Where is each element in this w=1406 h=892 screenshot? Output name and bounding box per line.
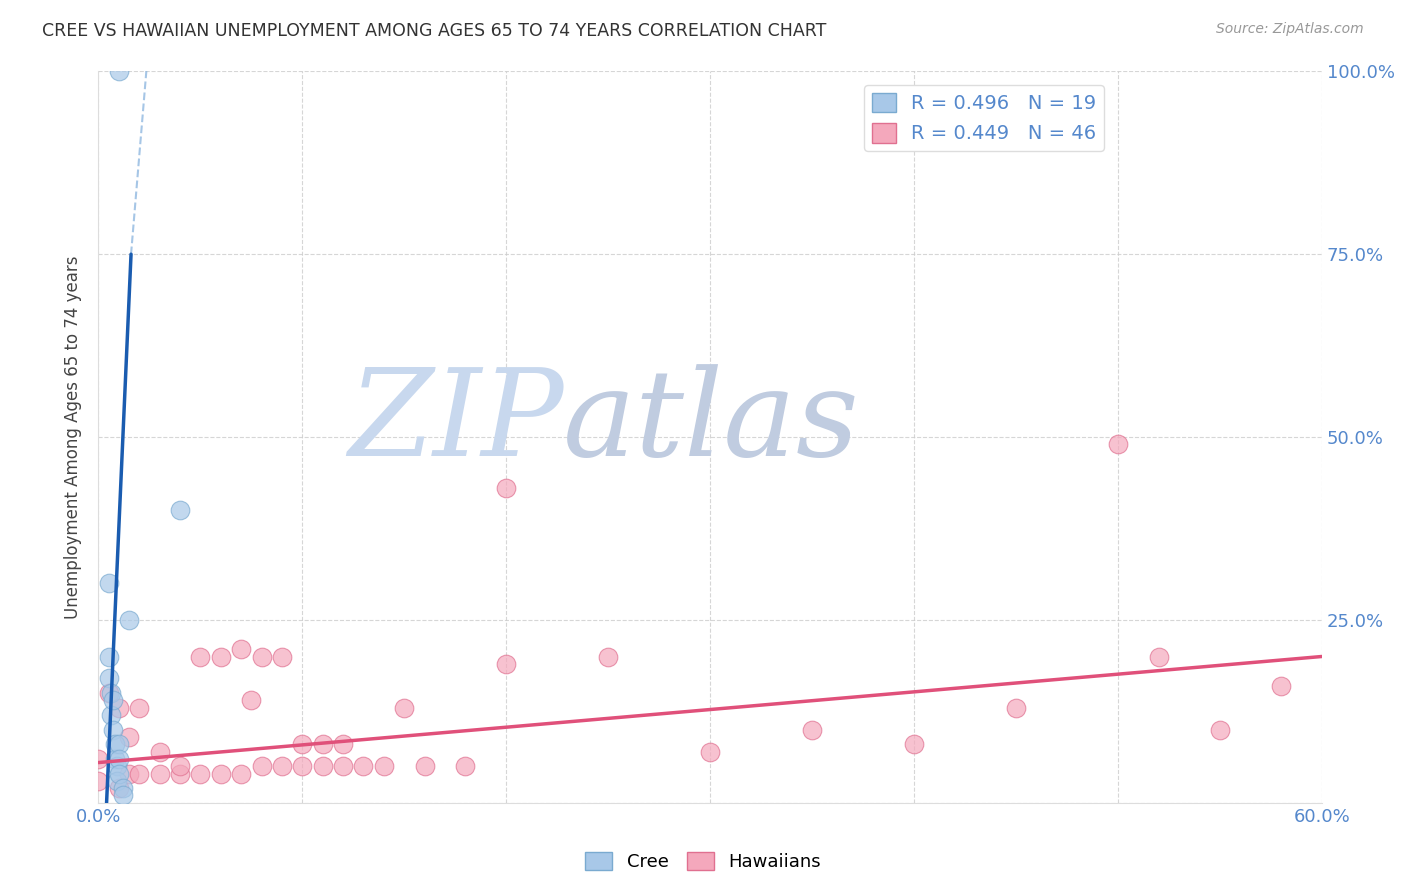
Point <box>209 649 232 664</box>
Point <box>108 737 131 751</box>
Point <box>495 657 517 671</box>
Point <box>105 773 128 788</box>
Point <box>903 737 925 751</box>
Point <box>169 503 191 517</box>
Point <box>97 576 120 591</box>
Point <box>108 700 131 714</box>
Legend: Cree, Hawaiians: Cree, Hawaiians <box>578 845 828 879</box>
Point <box>104 737 127 751</box>
Point <box>101 693 124 707</box>
Point <box>1270 679 1292 693</box>
Point <box>111 781 134 796</box>
Point <box>250 759 273 773</box>
Text: CREE VS HAWAIIAN UNEMPLOYMENT AMONG AGES 65 TO 74 YEARS CORRELATION CHART: CREE VS HAWAIIAN UNEMPLOYMENT AMONG AGES… <box>42 22 827 40</box>
Point <box>101 723 124 737</box>
Point <box>87 752 110 766</box>
Point <box>118 766 141 780</box>
Point <box>128 700 150 714</box>
Point <box>291 759 314 773</box>
Point <box>108 752 131 766</box>
Y-axis label: Unemployment Among Ages 65 to 74 years: Unemployment Among Ages 65 to 74 years <box>65 255 83 619</box>
Point <box>118 613 141 627</box>
Legend: R = 0.496   N = 19, R = 0.449   N = 46: R = 0.496 N = 19, R = 0.449 N = 46 <box>865 85 1104 151</box>
Point <box>97 649 120 664</box>
Point <box>454 759 477 773</box>
Point <box>108 781 131 796</box>
Point <box>413 759 436 773</box>
Point <box>188 766 212 780</box>
Point <box>231 766 253 780</box>
Point <box>111 789 134 803</box>
Point <box>332 737 354 751</box>
Point <box>100 686 122 700</box>
Point <box>100 708 122 723</box>
Point <box>169 759 191 773</box>
Point <box>352 759 374 773</box>
Point <box>169 766 191 780</box>
Point <box>97 672 120 686</box>
Point <box>209 766 232 780</box>
Point <box>128 766 150 780</box>
Point <box>149 766 172 780</box>
Point <box>240 693 263 707</box>
Point <box>392 700 416 714</box>
Point <box>118 730 141 744</box>
Point <box>495 481 517 495</box>
Point <box>291 737 314 751</box>
Point <box>105 759 128 773</box>
Point <box>1147 649 1170 664</box>
Point <box>1107 437 1129 451</box>
Point <box>104 752 127 766</box>
Point <box>332 759 354 773</box>
Point <box>1209 723 1232 737</box>
Point <box>188 649 212 664</box>
Point <box>270 649 294 664</box>
Point <box>801 723 824 737</box>
Point <box>97 686 120 700</box>
Point <box>373 759 395 773</box>
Text: atlas: atlas <box>564 364 860 481</box>
Point <box>87 773 110 788</box>
Point <box>598 649 620 664</box>
Point <box>312 759 335 773</box>
Point <box>250 649 273 664</box>
Point <box>699 745 721 759</box>
Text: ZIP: ZIP <box>347 364 564 481</box>
Point <box>312 737 335 751</box>
Text: Source: ZipAtlas.com: Source: ZipAtlas.com <box>1216 22 1364 37</box>
Point <box>149 745 172 759</box>
Point <box>270 759 294 773</box>
Point <box>108 64 131 78</box>
Point <box>108 766 131 780</box>
Point <box>1004 700 1026 714</box>
Point <box>231 642 253 657</box>
